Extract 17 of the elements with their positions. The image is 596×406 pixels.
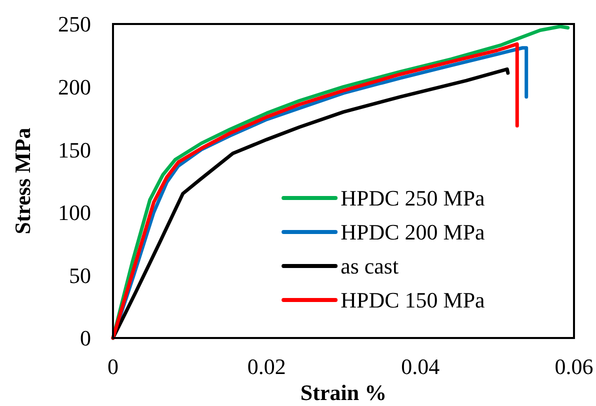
x-axis-title: Strain % (300, 380, 387, 405)
y-tick-label: 150 (58, 137, 91, 162)
legend-label: HPDC 150 MPa (340, 288, 486, 313)
legend-label: as cast (340, 254, 399, 279)
y-tick-label: 250 (58, 12, 91, 37)
x-tick-label: 0.04 (401, 354, 440, 379)
y-tick-label: 200 (58, 74, 91, 100)
legend-label: HPDC 200 MPa (340, 220, 486, 245)
y-tick-label: 100 (58, 200, 91, 226)
legend-label: HPDC 250 MPa (340, 186, 486, 211)
x-tick-label: 0.02 (247, 354, 286, 379)
y-tick-label: 50 (69, 262, 91, 288)
y-tick-label: 0 (80, 326, 91, 351)
y-axis-title: Stress MPa (10, 128, 35, 234)
line-series (111, 24, 570, 340)
x-tick-label: 0 (108, 354, 118, 379)
x-tick-label: 0.06 (554, 354, 594, 379)
